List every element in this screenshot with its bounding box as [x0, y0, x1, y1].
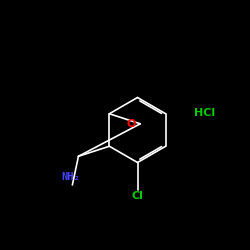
Text: HCl: HCl	[194, 108, 216, 118]
Text: O: O	[126, 119, 136, 129]
Text: NH₂: NH₂	[62, 172, 80, 182]
Text: Cl: Cl	[132, 192, 143, 202]
